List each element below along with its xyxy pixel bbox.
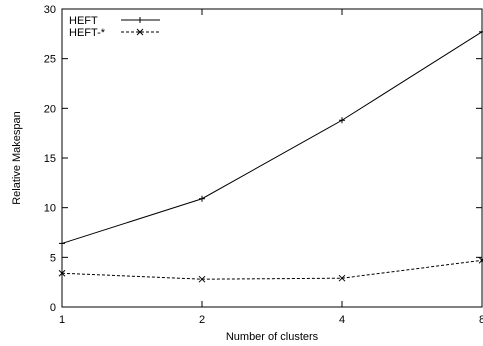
series-group: [58, 28, 483, 283]
y-tick-label: 0: [50, 302, 56, 314]
series-heft: [58, 256, 483, 283]
data-point: [478, 258, 483, 264]
series-line: [61, 259, 483, 280]
plot-frame: [61, 8, 483, 308]
x-tick-label: 4: [339, 314, 345, 326]
data-point: [338, 274, 346, 282]
axis-ticks: [61, 8, 483, 308]
data-point: [198, 275, 206, 283]
y-axis-label: Relative Makespan: [11, 111, 23, 205]
tick-labels: 0 5 10 15 20 25 30 1 2 4 8: [44, 4, 483, 326]
data-point: [58, 269, 66, 277]
y-tick-label: 5: [50, 252, 56, 264]
y-tick-label: 30: [44, 4, 56, 16]
series-line: [61, 31, 483, 244]
y-tick-label: 10: [44, 203, 56, 215]
x-tick-label: 8: [479, 314, 483, 326]
x-tick-label: 2: [199, 314, 205, 326]
y-tick-label: 15: [44, 153, 56, 165]
legend-marker: [136, 28, 144, 36]
y-tick-label: 20: [44, 103, 56, 115]
series-heft: [59, 28, 483, 247]
legend-label: HEFT: [69, 15, 98, 27]
legend-label: HEFT-*: [69, 27, 106, 39]
x-axis-label: Number of clusters: [226, 331, 319, 343]
y-tick-label: 25: [44, 54, 56, 66]
x-tick-label: 1: [59, 314, 65, 326]
